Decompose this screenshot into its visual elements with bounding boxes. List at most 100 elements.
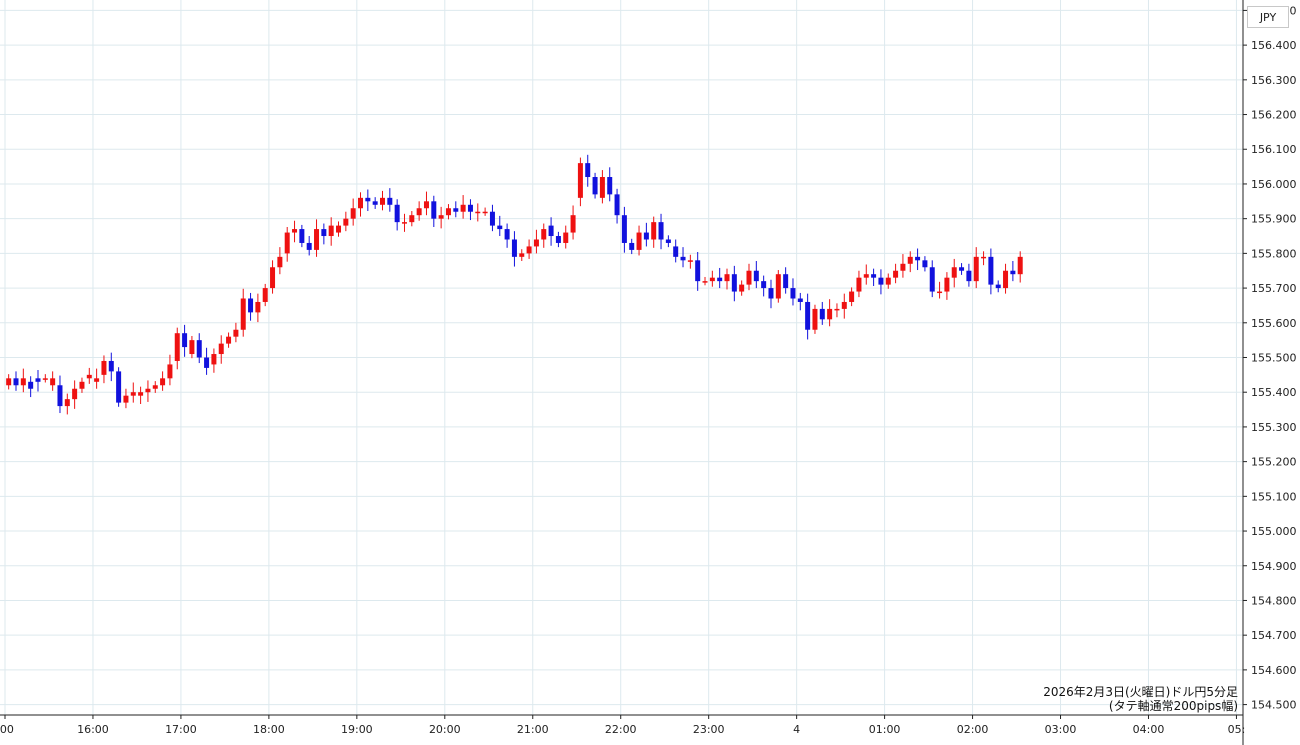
- candle: [72, 380, 78, 409]
- candle: [167, 354, 173, 386]
- candle-body: [284, 232, 290, 254]
- time-tick-label: 21:00: [517, 723, 549, 736]
- candle: [174, 327, 180, 370]
- candle: [328, 217, 334, 246]
- price-tick-label: 155.800: [1251, 247, 1297, 260]
- candle-body: [768, 288, 774, 299]
- candle-body: [687, 260, 693, 262]
- candle-body: [64, 399, 70, 407]
- candle-body: [123, 395, 129, 403]
- candle-body: [819, 308, 825, 320]
- candle-body: [599, 177, 605, 198]
- candle-body: [878, 277, 884, 285]
- candle: [226, 332, 232, 348]
- candle: [519, 249, 525, 262]
- candle: [299, 224, 305, 248]
- candle: [658, 213, 664, 250]
- candle-body: [350, 208, 356, 219]
- candle: [614, 188, 620, 224]
- candle-body: [467, 204, 473, 212]
- candle: [746, 263, 752, 291]
- candle: [680, 247, 686, 268]
- candle: [724, 268, 730, 290]
- candle-body: [379, 197, 385, 205]
- time-tick-label: 4: [793, 723, 800, 736]
- candle-body: [790, 288, 796, 299]
- candle-body: [731, 274, 737, 292]
- candle-body: [336, 225, 342, 233]
- candle-body: [849, 291, 855, 302]
- candle-body: [746, 270, 752, 285]
- candle: [636, 225, 642, 256]
- candle: [189, 335, 195, 359]
- candle: [900, 254, 906, 278]
- candle: [438, 206, 444, 229]
- candle: [959, 263, 965, 275]
- candle-body: [651, 222, 657, 240]
- candle-body: [893, 270, 899, 278]
- candle-body: [233, 329, 239, 337]
- candle-body: [475, 211, 481, 214]
- candle-body: [130, 392, 136, 396]
- candle-body: [636, 232, 642, 250]
- candle-body: [160, 378, 166, 386]
- candle-body: [226, 336, 232, 344]
- candle: [563, 225, 569, 249]
- candle-body: [951, 267, 957, 278]
- time-tick-label: 20:00: [429, 723, 461, 736]
- candle: [988, 248, 994, 295]
- candle: [211, 348, 217, 373]
- candle: [350, 198, 356, 226]
- currency-badge[interactable]: JPY: [1247, 6, 1289, 28]
- time-tick-label: 01:00: [869, 723, 901, 736]
- price-tick-label: 155.900: [1251, 213, 1297, 226]
- candle-body: [629, 242, 635, 250]
- candle: [1010, 261, 1016, 282]
- candle-body: [182, 333, 188, 348]
- candle: [761, 275, 767, 297]
- price-tick-label: 155.700: [1251, 282, 1297, 295]
- candle-body: [6, 378, 12, 386]
- candle: [42, 374, 48, 383]
- candle-body: [13, 378, 19, 386]
- candle: [592, 172, 598, 199]
- price-tick-label: 154.700: [1251, 629, 1297, 642]
- candle-body: [262, 288, 268, 302]
- candle-body: [270, 267, 276, 289]
- candle: [372, 197, 378, 209]
- candle: [621, 206, 627, 253]
- candle: [64, 393, 70, 415]
- candle: [973, 247, 979, 289]
- candle: [570, 205, 576, 240]
- candle: [248, 292, 254, 321]
- candle-body: [966, 270, 972, 282]
- candle-body: [460, 204, 466, 212]
- candle: [907, 251, 913, 273]
- candle-body: [116, 371, 122, 403]
- candle-body: [218, 343, 224, 355]
- candle-body: [724, 274, 730, 282]
- candle-body: [438, 215, 444, 219]
- candle: [116, 367, 122, 407]
- candle: [306, 236, 312, 256]
- price-tick-label: 154.800: [1251, 594, 1297, 607]
- candle-body: [658, 222, 664, 240]
- candle-body: [72, 388, 78, 400]
- time-tick-label: 02:00: [957, 723, 989, 736]
- candle: [497, 215, 503, 237]
- candle-body: [489, 211, 495, 226]
- candle-body: [709, 277, 715, 282]
- candle: [856, 270, 862, 298]
- candle-body: [585, 163, 591, 178]
- candle: [577, 157, 583, 207]
- candle-body: [28, 381, 34, 389]
- candle-body: [702, 281, 708, 283]
- candle: [284, 226, 290, 262]
- candle-body: [416, 208, 422, 216]
- caption-line-1: 2026年2月3日(火曜日)ドル円5分足: [1043, 685, 1238, 699]
- candle: [57, 375, 63, 414]
- candle: [336, 221, 342, 237]
- candle-body: [988, 256, 994, 285]
- time-tick-label: 03:00: [1045, 723, 1077, 736]
- candle: [94, 368, 100, 389]
